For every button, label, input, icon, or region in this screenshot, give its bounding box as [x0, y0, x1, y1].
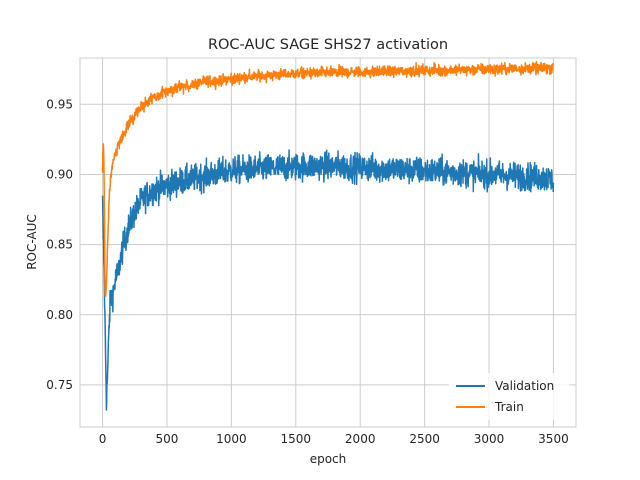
y-tick-label: 0.80	[46, 308, 73, 322]
y-tick-label: 0.95	[46, 97, 73, 111]
x-tick-label: 2500	[409, 432, 440, 446]
x-tick-label: 2000	[345, 432, 376, 446]
legend-label-validation: Validation	[495, 379, 554, 393]
legend-label-train: Train	[494, 400, 524, 414]
x-tick-label: 0	[99, 432, 107, 446]
series-line-train	[101, 60, 555, 297]
x-tick-label: 1000	[216, 432, 247, 446]
x-tick-label: 500	[156, 432, 179, 446]
legend-box	[449, 373, 569, 420]
y-tick-label: 0.75	[46, 378, 73, 392]
x-tick-label: 3500	[538, 432, 569, 446]
y-tick-label: 0.90	[46, 167, 73, 181]
x-tick-label: 1500	[281, 432, 312, 446]
series-line-validation	[101, 149, 555, 411]
chart-title: ROC-AUC SAGE SHS27 activation	[208, 37, 448, 53]
y-tick-label: 0.85	[46, 238, 73, 252]
y-tick-labels: 0.75 0.80 0.85 0.90 0.95	[46, 97, 73, 392]
y-axis-label: ROC-AUC	[25, 214, 39, 270]
plot-frame	[79, 57, 577, 428]
x-tick-labels: 0 500 1000 1500 2000 2500 3000 3500	[99, 432, 569, 446]
series-layer	[101, 60, 555, 411]
x-tick-label: 3000	[474, 432, 505, 446]
grid	[80, 58, 576, 427]
plot-area	[80, 58, 576, 427]
legend: Validation Train	[449, 373, 569, 420]
x-axis-label: epoch	[310, 452, 347, 466]
